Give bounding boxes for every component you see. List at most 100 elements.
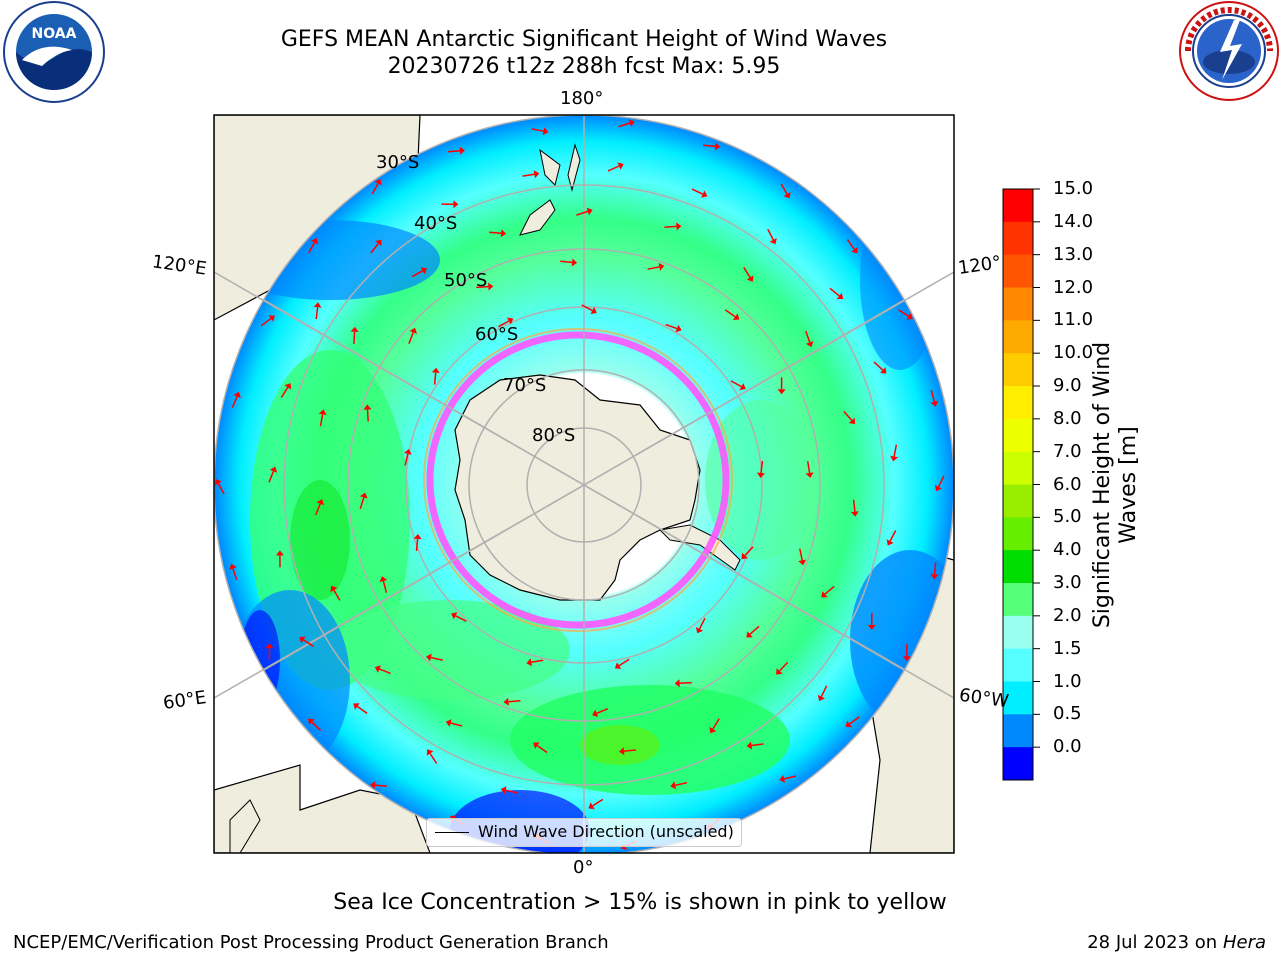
wind-wave-arrowhead: [867, 624, 876, 630]
lat-label-50s: 50°S: [444, 270, 488, 291]
wind-wave-arrow: [618, 658, 630, 667]
wind-wave-arrow: [379, 668, 391, 675]
wind-wave-arrow: [450, 722, 463, 727]
wind-wave-arrowhead: [431, 367, 440, 373]
wind-wave-arrow: [744, 546, 754, 557]
wind-wave-arrowhead: [359, 492, 368, 499]
wind-wave-arrowhead: [445, 719, 452, 727]
colorbar-segment: [1003, 583, 1033, 617]
colorbar-segment: [1003, 517, 1033, 551]
colorbar-segment: [1003, 221, 1033, 256]
colorbar-segment: [1003, 386, 1033, 420]
wind-wave-arrow: [806, 461, 811, 474]
wind-wave-arrowhead: [746, 631, 753, 638]
colorbar-tick-label: 9.0: [1053, 375, 1082, 396]
wind-wave-arrow: [937, 475, 945, 488]
colorbar-tick-label: 13.0: [1053, 243, 1094, 265]
wind-wave-arrow: [315, 307, 319, 320]
wind-wave-arrowhead: [739, 383, 746, 391]
wind-wave-direction-arrows: [214, 119, 945, 850]
wind-wave-arrow: [712, 718, 720, 730]
wind-wave-arrow: [783, 775, 796, 780]
wind-wave-arrowhead: [500, 229, 507, 238]
colorbar-tick-label: 8.0: [1053, 407, 1082, 429]
wind-wave-arrow: [404, 453, 409, 466]
wind-wave-arrow: [315, 503, 321, 516]
wind-wave-arrowhead: [836, 292, 844, 299]
colorbar-segment: [1003, 189, 1033, 223]
colorbar-tick-label: 14.0: [1053, 210, 1094, 232]
wind-wave-arrowhead: [214, 479, 222, 486]
wind-wave-arrow: [505, 789, 518, 794]
wind-wave-arrowhead: [571, 258, 578, 267]
wind-wave-arrowhead: [316, 499, 324, 506]
colorbar-tick-label: 12.0: [1053, 276, 1094, 298]
wind-wave-arrow: [751, 743, 764, 747]
map-frame: [213, 114, 955, 854]
colorbar-segment: [1003, 320, 1033, 354]
wind-wave-arrowhead: [930, 574, 939, 580]
wind-wave-arrow: [311, 721, 322, 731]
wind-wave-arrowhead: [733, 313, 740, 320]
colorbar-segment: [1003, 287, 1033, 321]
wind-wave-arrow: [805, 330, 811, 343]
wind-wave-arrow: [581, 304, 593, 312]
wind-wave-arrow: [691, 188, 704, 195]
wind-wave-arrow: [647, 266, 660, 270]
colorbar-label-line2: Waves [m]: [1116, 426, 1141, 544]
wind-wave-arrowhead: [845, 720, 852, 728]
colorbar-segment: [1003, 648, 1033, 682]
wind-wave-arrow: [829, 287, 840, 297]
wind-wave-arrowhead: [313, 302, 322, 308]
wind-wave-arrow: [743, 266, 751, 278]
colorbar-tick-label: 0.5: [1053, 703, 1082, 725]
madagascar-landmass: [229, 799, 261, 853]
wind-wave-arrowhead: [695, 627, 703, 634]
wind-wave-arrowhead: [848, 417, 855, 425]
wind-wave-arrowhead: [375, 239, 382, 246]
wind-wave-arrowhead: [409, 327, 417, 334]
wind-wave-arrowhead: [776, 668, 783, 675]
wind-wave-arrowhead: [817, 694, 825, 702]
wind-wave-arrow: [820, 685, 828, 697]
wind-wave-arrowhead: [619, 747, 625, 756]
wind-wave-arrowhead: [930, 400, 939, 407]
sea-ice-caption: Sea Ice Concentration > 15% is shown in …: [333, 890, 947, 915]
colorbar-tick-label: 4.0: [1053, 539, 1082, 561]
colorbar-segment: [1003, 451, 1033, 485]
wind-wave-arrowhead: [275, 550, 284, 556]
wind-wave-arrowhead: [459, 146, 465, 155]
footer-organization: NCEP/EMC/Verification Post Processing Pr…: [13, 932, 609, 953]
wind-wave-arrowhead: [420, 267, 427, 275]
colorbar-tick-label: 7.0: [1053, 440, 1082, 462]
lat-label-40s: 40°S: [414, 213, 458, 234]
wind-wave-arrowhead: [500, 786, 507, 795]
wind-wave-arrow: [231, 396, 238, 408]
wind-wave-arrowhead: [533, 742, 540, 749]
colorbar-segment: [1003, 681, 1033, 715]
wind-wave-arrowhead: [363, 404, 372, 410]
wind-wave-arrow: [679, 681, 692, 685]
national-weather-service-logo-icon: [1179, 1, 1279, 101]
wind-wave-arrowhead: [617, 162, 624, 170]
wind-wave-arrow: [433, 372, 437, 385]
wind-wave-arrowhead: [777, 389, 786, 395]
wind-wave-arrow: [930, 390, 936, 402]
wind-wave-arrowhead: [265, 643, 274, 649]
wind-wave-arrow: [780, 183, 788, 195]
wind-wave-arrowhead: [851, 247, 858, 254]
wind-wave-arrowhead: [507, 317, 514, 325]
colorbar-tick-label: 6.0: [1053, 473, 1082, 495]
wind-wave-arrow: [280, 386, 289, 398]
wind-wave-arrow: [447, 150, 461, 153]
wind-wave-arrowhead: [880, 367, 887, 374]
lat-label-70s: 70°S: [503, 375, 547, 396]
wind-wave-arrow: [489, 231, 502, 234]
wind-wave-arrowhead: [310, 238, 318, 245]
wind-wave-arrowhead: [757, 472, 765, 478]
wind-wave-arrow: [522, 173, 535, 177]
wind-wave-arrowhead: [229, 563, 237, 570]
wind-wave-arrow: [665, 323, 678, 330]
wind-wave-arrow: [353, 331, 356, 344]
wind-wave-arrowhead: [542, 127, 549, 136]
